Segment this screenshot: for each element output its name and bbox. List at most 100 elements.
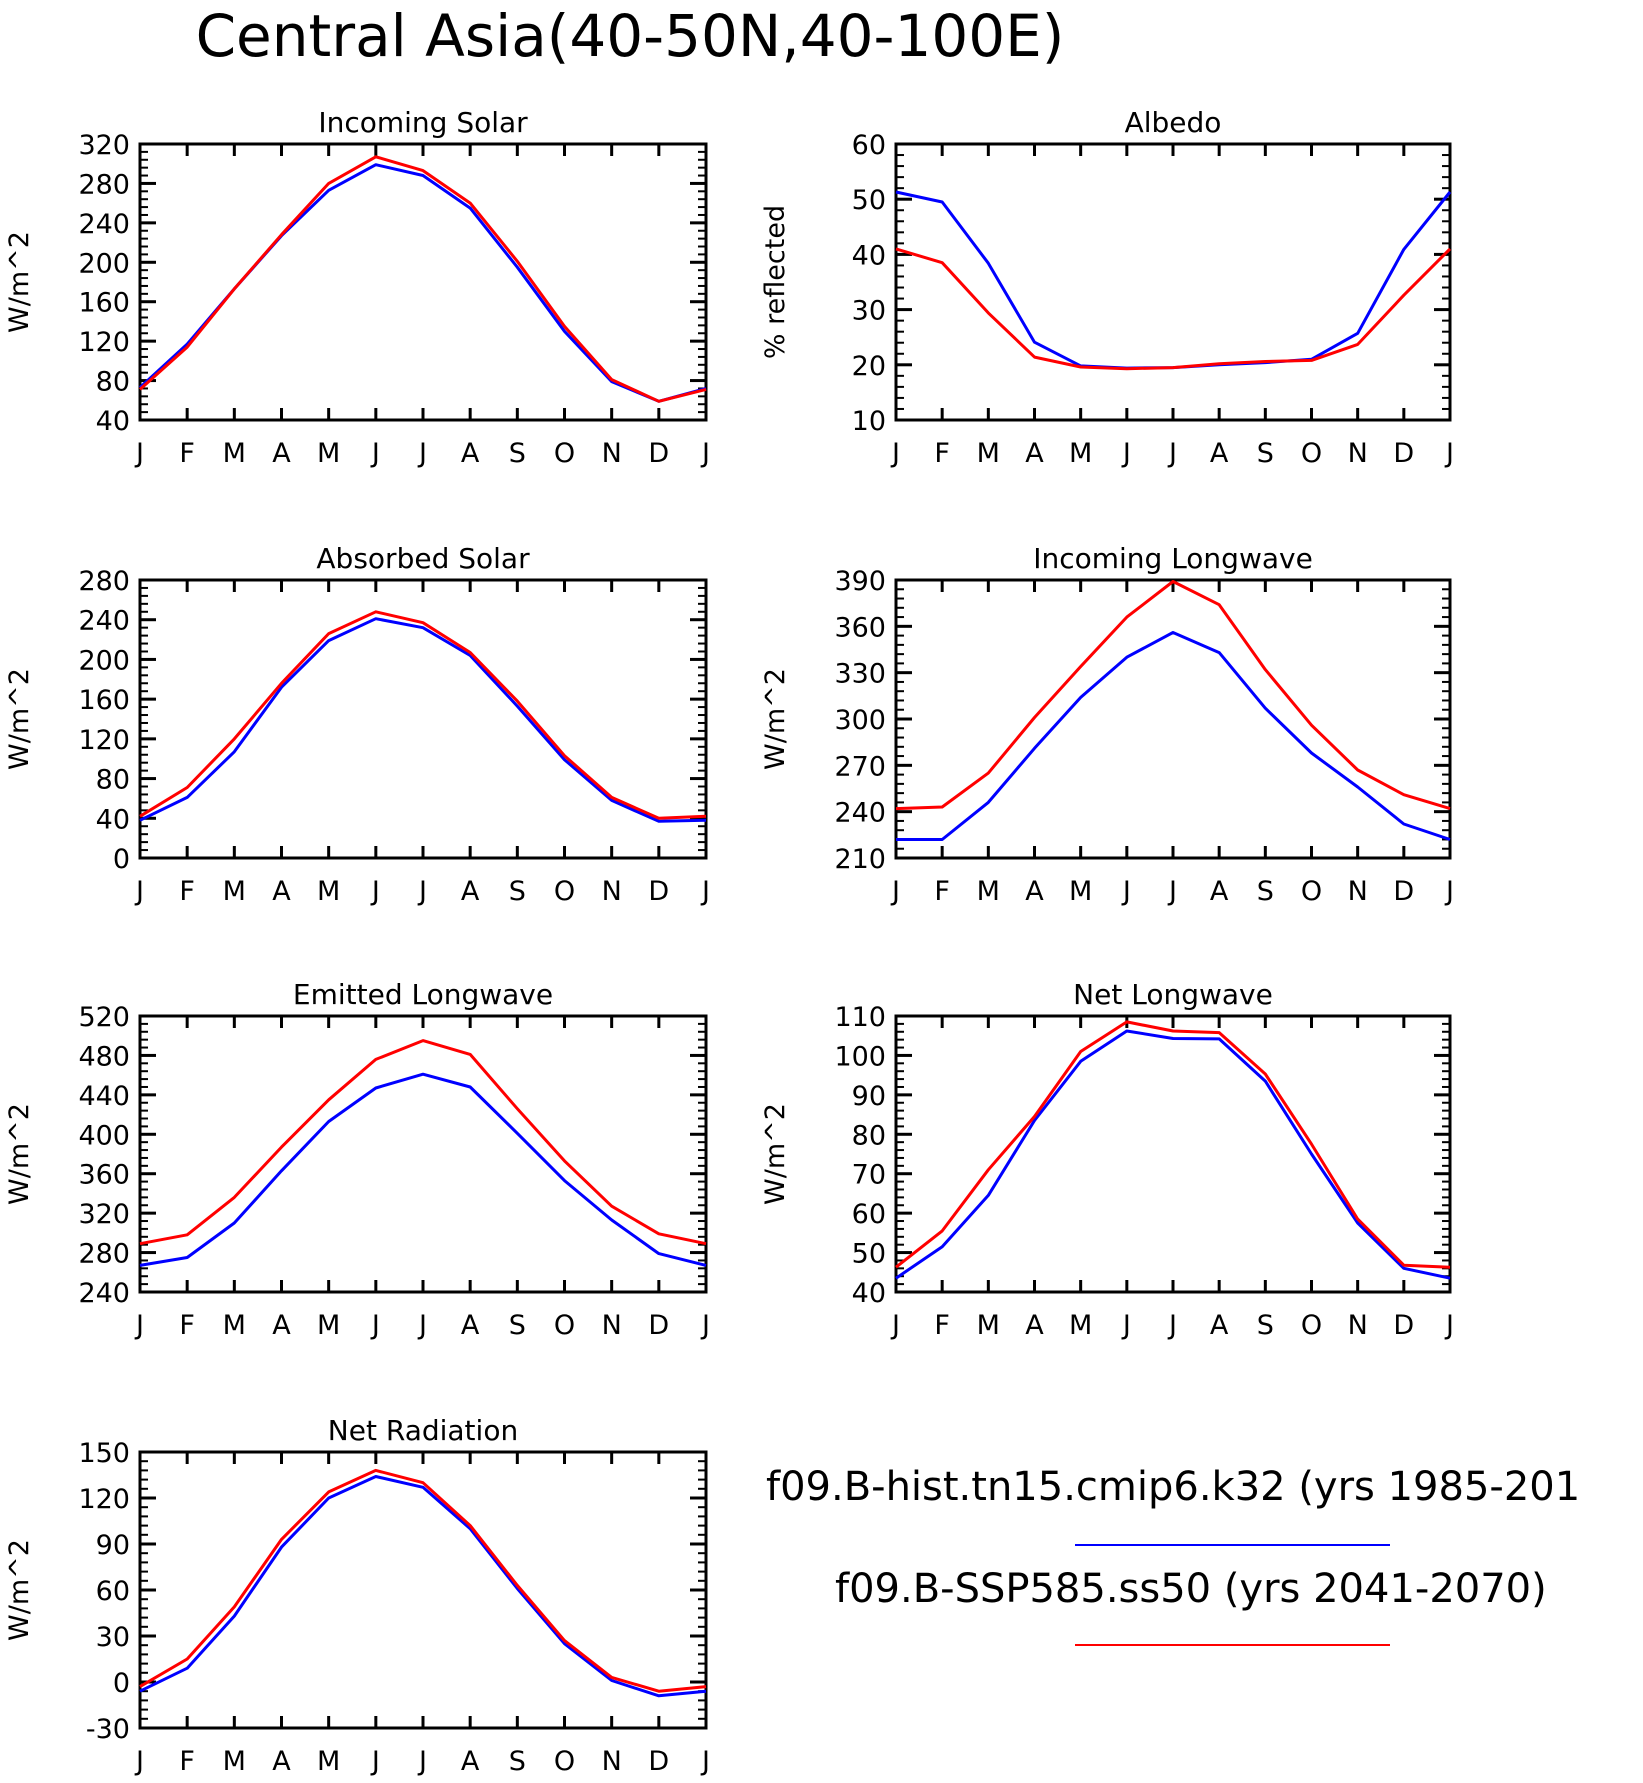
y-axis-label: W/m^2 — [760, 1103, 791, 1205]
x-tick-label: J — [1444, 1310, 1454, 1341]
x-tick-label: S — [1257, 438, 1274, 469]
x-tick-label: D — [648, 1746, 669, 1777]
series-line-hist — [139, 1072, 707, 1267]
y-tick-label: 120 — [78, 327, 130, 358]
y-tick-label: 400 — [78, 1120, 130, 1151]
y-axis-label: W/m^2 — [4, 1103, 35, 1205]
x-tick-label: J — [1121, 876, 1131, 907]
y-tick-label: 80 — [96, 765, 130, 796]
x-tick-label: N — [1348, 438, 1368, 469]
x-tick-label: M — [317, 876, 340, 907]
x-tick-label: J — [134, 1310, 144, 1341]
y-tick-label: 50 — [852, 1239, 886, 1270]
y-tick-label: 120 — [78, 725, 130, 756]
y-tick-label: 320 — [78, 130, 130, 161]
x-tick-label: A — [461, 438, 480, 469]
y-tick-label: 60 — [852, 130, 886, 161]
x-tick-label: F — [179, 876, 195, 907]
x-tick-label: A — [1025, 438, 1044, 469]
x-tick-label: J — [1121, 1310, 1131, 1341]
series-line-ssp585 — [139, 1468, 707, 1693]
x-tick-label: M — [317, 1746, 340, 1777]
x-tick-label: J — [890, 876, 900, 907]
y-tick-label: 80 — [96, 367, 130, 398]
y-tick-label: 440 — [78, 1081, 130, 1112]
y-tick-label: 210 — [834, 844, 886, 875]
x-tick-label: A — [461, 876, 480, 907]
y-tick-label: 160 — [78, 685, 130, 716]
x-tick-label: F — [179, 438, 195, 469]
y-tick-label: 240 — [78, 1278, 130, 1309]
series-line-ssp585 — [139, 610, 707, 820]
x-tick-label: N — [1348, 1310, 1368, 1341]
x-tick-label: O — [1301, 438, 1322, 469]
x-tick-label: A — [461, 1310, 480, 1341]
plot-frame — [894, 142, 1452, 422]
legend-label-ssp585: f09.B-SSP585.ss50 (yrs 2041-2070) — [835, 1566, 1547, 1612]
y-tick-label: 240 — [78, 606, 130, 637]
x-tick-label: J — [134, 876, 144, 907]
y-axis-label: W/m^2 — [4, 1539, 35, 1641]
y-axis-label: W/m^2 — [4, 668, 35, 770]
x-tick-label: M — [223, 876, 246, 907]
y-tick-label: 280 — [78, 169, 130, 200]
x-tick-label: J — [1121, 438, 1131, 469]
x-tick-label: D — [1393, 1310, 1414, 1341]
x-tick-label: J — [417, 1746, 427, 1777]
y-tick-label: 90 — [96, 1530, 130, 1561]
y-tick-label: 20 — [852, 351, 886, 382]
x-tick-label: J — [700, 438, 710, 469]
legend-label-hist: f09.B-hist.tn15.cmip6.k32 (yrs 1985-201 — [766, 1464, 1581, 1510]
y-tick-label: 320 — [78, 1199, 130, 1230]
x-tick-label: J — [417, 438, 427, 469]
y-tick-label: 330 — [834, 659, 886, 690]
y-tick-label: 480 — [78, 1041, 130, 1072]
x-tick-label: O — [554, 876, 575, 907]
y-tick-label: 270 — [834, 751, 886, 782]
x-tick-label: F — [179, 1310, 195, 1341]
series-line-hist — [139, 617, 707, 823]
legend-line-hist — [1075, 1544, 1390, 1546]
y-tick-label: 160 — [78, 288, 130, 319]
y-tick-label: 390 — [834, 566, 886, 597]
x-tick-label: J — [890, 438, 900, 469]
x-tick-label: J — [370, 876, 380, 907]
x-tick-label: S — [509, 1746, 526, 1777]
x-tick-label: J — [1444, 876, 1454, 907]
x-tick-label: F — [934, 1310, 950, 1341]
x-tick-label: A — [272, 1310, 291, 1341]
y-tick-label: 40 — [96, 804, 130, 835]
x-tick-label: A — [272, 1746, 291, 1777]
series-line-ssp585 — [895, 247, 1452, 371]
panel-title: Albedo — [1125, 106, 1222, 139]
series-line-hist — [895, 1029, 1451, 1280]
y-tick-label: 200 — [78, 248, 130, 279]
panel-title: Absorbed Solar — [316, 542, 530, 575]
x-tick-label: D — [648, 438, 669, 469]
series-line-hist — [896, 631, 1451, 841]
panel-title: Incoming Solar — [318, 106, 528, 139]
series-line-ssp585 — [138, 155, 707, 403]
x-tick-label: S — [1257, 1310, 1274, 1341]
x-tick-label: A — [1210, 876, 1229, 907]
x-tick-label: M — [977, 1310, 1000, 1341]
y-tick-label: 280 — [78, 566, 130, 597]
x-tick-label: N — [602, 1746, 622, 1777]
y-tick-label: 40 — [96, 406, 130, 437]
y-tick-label: 150 — [78, 1438, 130, 1469]
y-tick-label: 300 — [834, 705, 886, 736]
panel-title: Net Longwave — [1073, 978, 1273, 1011]
x-tick-label: S — [509, 438, 526, 469]
x-tick-label: F — [179, 1746, 195, 1777]
plot-frame — [894, 578, 1452, 860]
y-tick-label: 240 — [78, 209, 130, 240]
x-tick-label: S — [509, 876, 526, 907]
panel-absorbed-solar: J F M A M J J A S O N D J04080120160200240280Absorbe… — [4, 542, 710, 907]
y-tick-label: 100 — [834, 1041, 886, 1072]
y-tick-label: 80 — [852, 1120, 886, 1151]
x-tick-label: D — [1393, 438, 1414, 469]
y-tick-label: 200 — [78, 645, 130, 676]
